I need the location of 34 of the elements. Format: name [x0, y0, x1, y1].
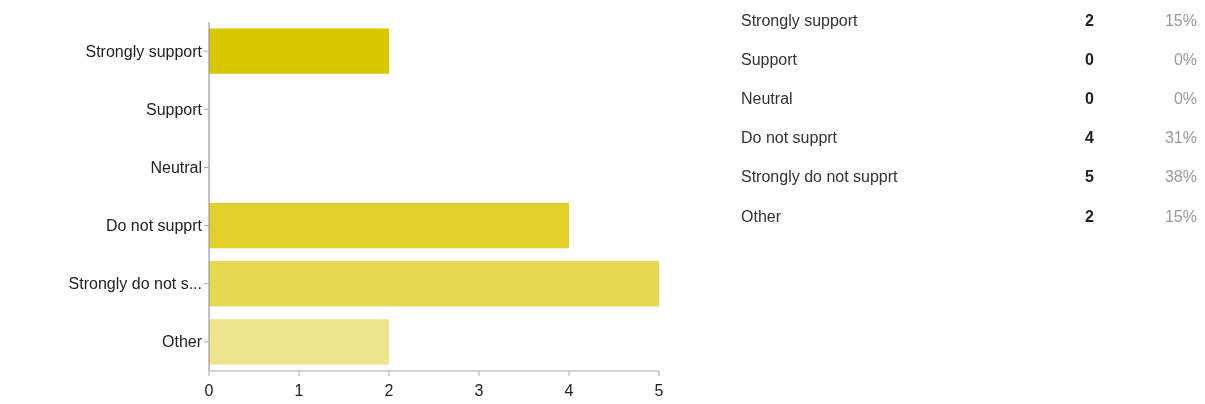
y-tick-label: Do not supprt	[105, 217, 203, 235]
data-label: 2	[1085, 207, 1095, 225]
y-tick-label: Support	[145, 100, 203, 118]
data-label: 0%	[1173, 50, 1197, 68]
data-label: 31%	[1164, 129, 1197, 147]
data-label: 15%	[1164, 11, 1197, 29]
data-label: 0	[1085, 89, 1095, 107]
bar	[209, 202, 569, 249]
y-tick-label: Other	[161, 333, 203, 351]
x-tick-label: 5	[654, 381, 664, 399]
data-label: 38%	[1164, 168, 1197, 186]
data-label: 4	[1085, 129, 1095, 147]
data-label: 5	[1085, 168, 1095, 186]
bar	[209, 28, 389, 74]
x-tick-label: 2	[384, 381, 394, 399]
data-label: 15%	[1164, 207, 1197, 225]
x-tick-label: 0	[204, 381, 214, 399]
category-label: Do not supprt	[741, 129, 838, 147]
category-label: Support	[741, 50, 798, 68]
y-tick-label: Strongly do not s...	[68, 275, 202, 293]
data-label: 0%	[1173, 89, 1197, 107]
category-label: Strongly support	[741, 11, 859, 29]
x-tick-label: 3	[474, 381, 484, 399]
category-label: Other	[741, 207, 782, 225]
y-tick-label: Strongly support	[85, 42, 203, 60]
y-tick-label: Neutral	[150, 158, 202, 176]
x-tick-label: 4	[564, 381, 574, 399]
data-label: 2	[1085, 11, 1095, 29]
x-tick-label: 1	[294, 381, 304, 399]
category-label: Neutral	[741, 89, 793, 107]
category-label: Strongly do not supprt	[741, 168, 899, 186]
bar	[209, 319, 389, 365]
data-label: 0	[1085, 50, 1095, 68]
bar	[209, 261, 659, 307]
